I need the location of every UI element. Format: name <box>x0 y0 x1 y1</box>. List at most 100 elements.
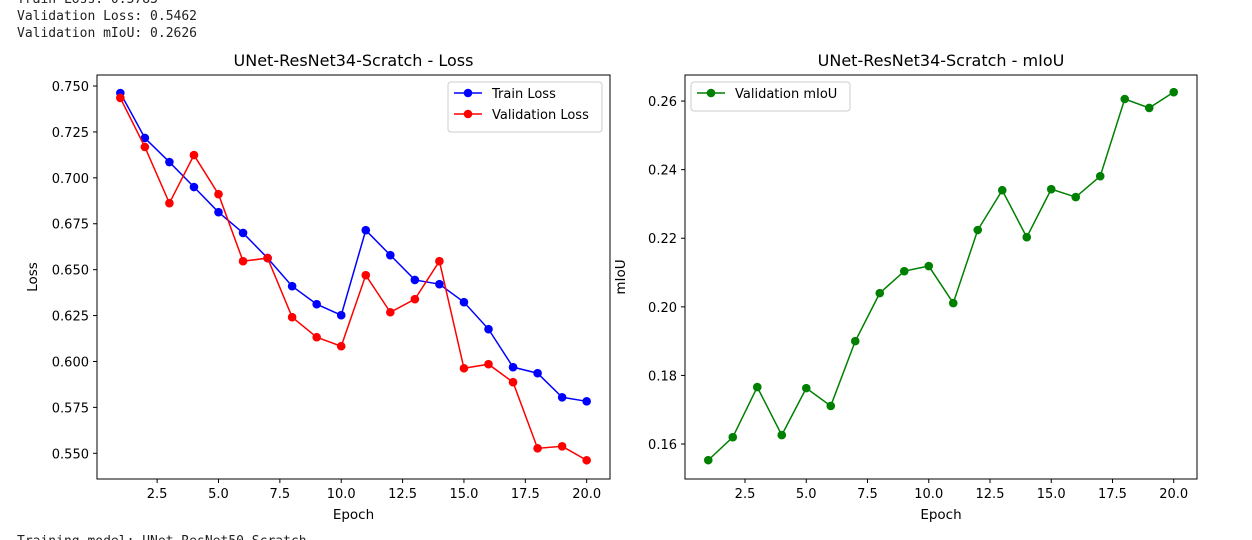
data-point <box>214 189 223 199</box>
legend-box <box>447 81 603 133</box>
x-tick-label: 10.0 <box>914 487 943 502</box>
legend-label: Validation Loss <box>492 108 589 123</box>
data-point <box>140 142 150 152</box>
x-tick-label: 12.5 <box>388 487 417 502</box>
x-tick-label: 7.5 <box>857 487 878 502</box>
output-line: Train Loss: 0.5783 <box>17 0 158 7</box>
y-tick-label: 0.24 <box>648 164 677 179</box>
data-point <box>752 382 762 392</box>
data-point <box>287 312 297 322</box>
data-point <box>508 377 518 387</box>
series-line <box>119 97 588 461</box>
plot-frame <box>96 74 611 480</box>
x-tick-label: 10.0 <box>327 487 356 502</box>
x-tick-label: 15.0 <box>1037 487 1066 502</box>
data-point <box>703 455 713 465</box>
chart: UNet-ResNet34-Scratch - Loss Epoch Loss 2.5… <box>25 51 611 523</box>
data-point <box>287 281 297 291</box>
data-point <box>386 250 395 260</box>
data-point <box>459 363 469 373</box>
data-point <box>533 368 542 378</box>
data-point <box>801 383 811 393</box>
data-point <box>875 288 885 298</box>
y-tick-label: 0.22 <box>648 232 677 247</box>
x-tick-label: 20.0 <box>1159 487 1188 502</box>
data-point <box>899 266 909 276</box>
data-point <box>410 294 420 304</box>
x-tick-label: 17.5 <box>1098 487 1127 502</box>
x-axis-label: Epoch <box>920 507 961 523</box>
legend-label: Train Loss <box>491 87 556 102</box>
series-line <box>707 91 1175 461</box>
x-tick-label: 17.5 <box>511 487 540 502</box>
x-tick-label: 5.0 <box>796 487 817 502</box>
output-line: Validation Loss: 0.5462 <box>17 9 197 24</box>
output-line: Validation mIoU: 0.2626 <box>17 26 197 41</box>
data-point <box>189 182 199 192</box>
data-point <box>777 430 787 440</box>
data-point <box>336 310 346 320</box>
data-point <box>214 207 223 217</box>
y-tick-label: 0.700 <box>52 172 89 187</box>
chart-title: UNet-ResNet34-Scratch - mIoU <box>818 51 1065 70</box>
data-point <box>484 324 493 334</box>
data-point <box>435 279 444 289</box>
output-line: Training model: UNet-ResNet50-Scratch <box>17 534 307 540</box>
legend-box <box>690 81 851 112</box>
data-point <box>1144 103 1154 113</box>
data-point <box>312 332 321 342</box>
data-point <box>165 198 174 208</box>
data-point <box>826 401 836 411</box>
y-tick-label: 0.16 <box>648 438 677 453</box>
y-tick-label: 0.18 <box>648 369 677 384</box>
x-tick-label: 5.0 <box>208 487 229 502</box>
data-point <box>557 442 567 451</box>
data-point <box>997 185 1007 195</box>
y-tick-label: 0.20 <box>648 301 677 316</box>
data-point <box>973 225 983 235</box>
data-point <box>336 341 346 351</box>
data-point <box>312 299 321 309</box>
x-tick-label: 12.5 <box>976 487 1005 502</box>
data-point <box>948 298 958 308</box>
data-point <box>508 362 518 372</box>
data-point <box>1046 184 1056 194</box>
data-point <box>263 253 272 263</box>
data-point <box>582 397 591 406</box>
y-tick-label: 0.26 <box>648 95 677 110</box>
chart-title: UNet-ResNet34-Scratch - Loss <box>234 51 474 70</box>
x-tick-label: 20.0 <box>572 487 601 502</box>
legend-marker <box>463 109 473 119</box>
x-tick-label: 2.5 <box>735 487 756 502</box>
plot-frame <box>684 74 1198 480</box>
data-point <box>557 392 567 402</box>
data-point <box>1022 232 1032 242</box>
y-tick-label: 0.725 <box>52 126 89 141</box>
y-tick-label: 0.750 <box>52 80 89 95</box>
x-tick-label: 2.5 <box>147 487 168 502</box>
y-tick-label: 0.625 <box>52 310 89 325</box>
y-axis-label: Loss <box>25 262 41 292</box>
data-point <box>459 297 469 307</box>
data-point <box>116 93 125 103</box>
legend-marker <box>463 88 473 98</box>
data-point <box>386 307 395 317</box>
y-tick-label: 0.650 <box>52 264 89 279</box>
series-line <box>119 92 587 403</box>
data-point <box>582 455 591 465</box>
data-point <box>361 270 371 280</box>
data-point <box>1095 171 1105 181</box>
chart: UNet-ResNet34-Scratch - mIoU Epoch mIoU 2.5… <box>613 51 1198 523</box>
legend-label: Validation mIoU <box>735 87 837 102</box>
data-point <box>1071 192 1081 202</box>
data-point <box>140 133 150 143</box>
y-axis-label: mIoU <box>613 259 629 294</box>
data-point <box>728 432 738 442</box>
x-tick-label: 7.5 <box>270 487 291 502</box>
data-point <box>850 336 860 346</box>
data-point <box>924 261 934 271</box>
data-point <box>533 444 542 453</box>
legend-marker <box>706 88 716 98</box>
